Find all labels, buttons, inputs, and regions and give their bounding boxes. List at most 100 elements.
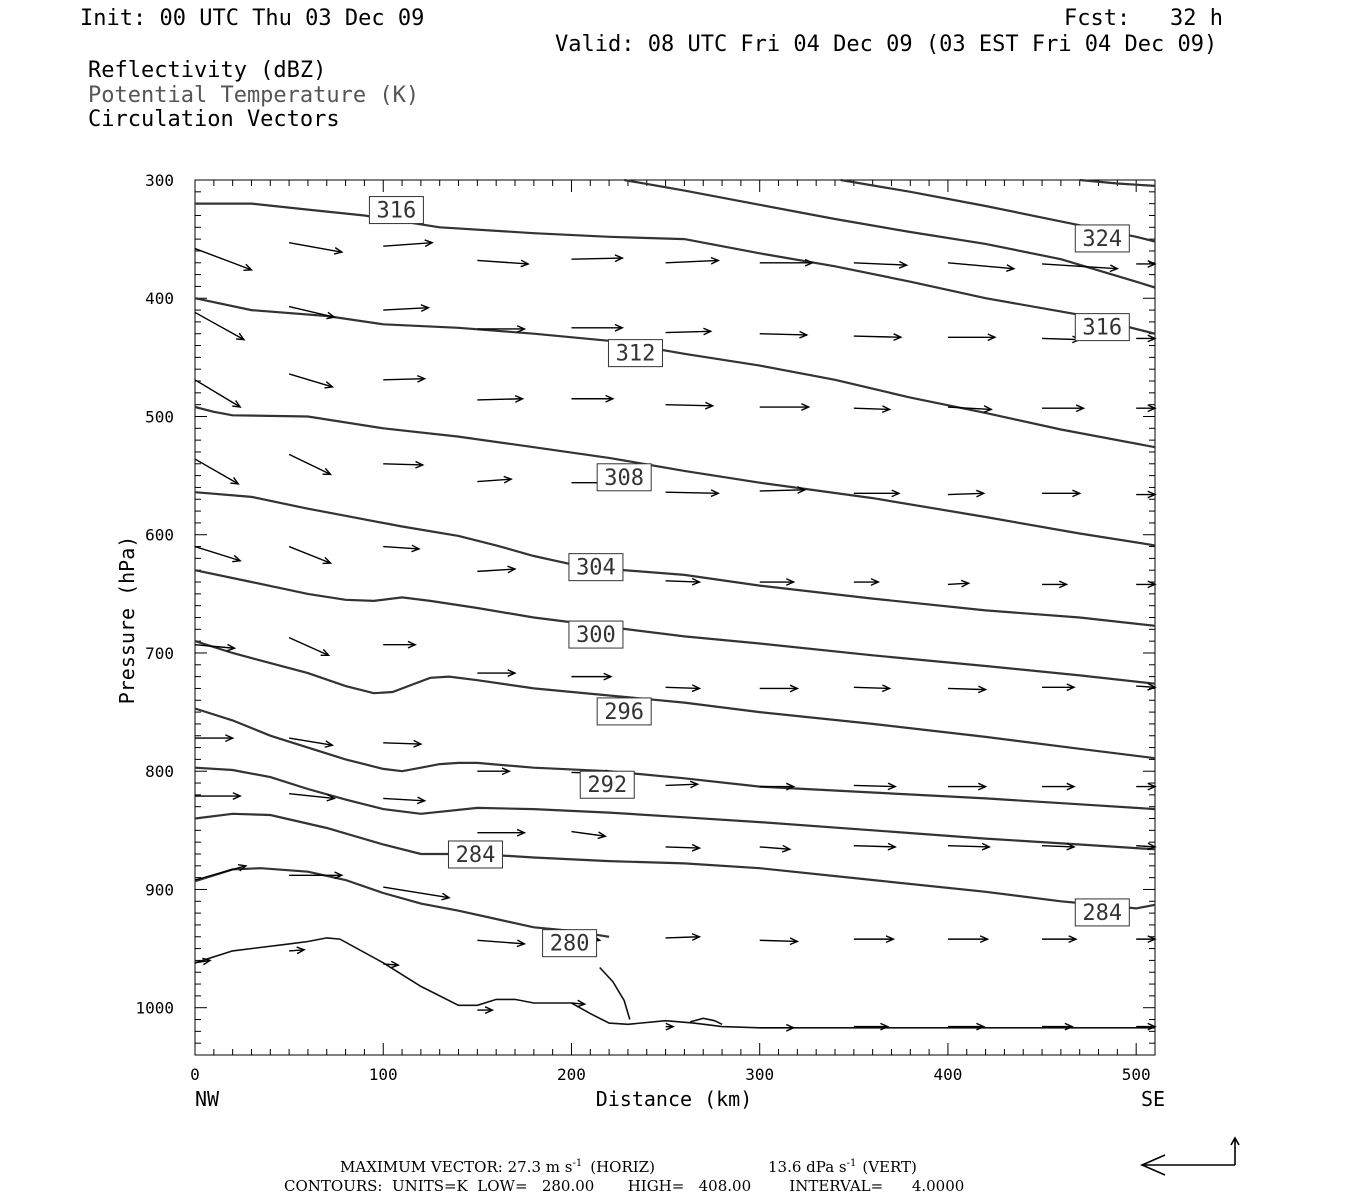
svg-text:296: 296 <box>604 700 644 725</box>
circulation-vector <box>1042 782 1076 791</box>
circulation-vector <box>1042 489 1082 498</box>
circulation-vector <box>383 960 401 969</box>
circulation-vector <box>477 325 527 333</box>
circulation-vector <box>1136 682 1157 691</box>
circulation-vector <box>665 327 713 336</box>
circulation-vector <box>383 886 451 901</box>
circulation-vector <box>1042 580 1069 589</box>
circulation-vector <box>195 792 242 800</box>
circulation-vector <box>1042 404 1086 413</box>
circulation-vector <box>194 863 248 881</box>
circulation-vector <box>477 565 517 574</box>
circulation-vector <box>759 403 811 411</box>
contour-label: 312 <box>607 339 663 368</box>
circulation-vector <box>1042 263 1120 273</box>
svg-text:280: 280 <box>550 932 590 957</box>
circulation-vector <box>853 405 892 414</box>
x-tick-label: 300 <box>745 1065 774 1084</box>
circulation-vector <box>1042 1022 1074 1031</box>
circulation-vector <box>1042 335 1082 344</box>
contour-label: 284 <box>1074 898 1130 927</box>
circulation-vector <box>665 489 721 498</box>
contour-label: 308 <box>596 463 652 492</box>
theta-contour-284 <box>194 867 610 938</box>
x-tick-label: 400 <box>933 1065 962 1084</box>
max-vector-label: MAXIMUM VECTOR: 27.3 m s-1 (HORIZ) <box>340 1158 655 1176</box>
circulation-vector <box>194 957 212 966</box>
svg-text:300: 300 <box>576 623 616 648</box>
theta-contour-304 <box>194 569 1156 685</box>
circulation-vector <box>477 259 530 268</box>
circulation-vector <box>289 946 306 955</box>
svg-text:292: 292 <box>587 773 627 798</box>
circulation-vector <box>383 374 427 383</box>
circulation-vector <box>947 405 993 413</box>
valid-time-label: Valid: 08 UTC Fri 04 Dec 09 (03 EST Fri … <box>555 32 1217 57</box>
contour-label: 284 <box>447 840 503 869</box>
circulation-vector <box>477 939 527 948</box>
x-end-label-right: SE <box>1141 1087 1165 1111</box>
theta-contour-312 <box>194 405 1156 547</box>
circulation-vector <box>853 333 903 341</box>
svg-text:284: 284 <box>1082 901 1122 926</box>
circulation-vector <box>853 684 892 693</box>
circulation-vector <box>665 1022 675 1031</box>
x-tick-label: 500 <box>1122 1065 1151 1084</box>
circulation-vector <box>759 684 800 693</box>
circulation-vector <box>1136 935 1157 944</box>
circulation-vector <box>194 545 242 563</box>
circulation-vector <box>288 545 333 565</box>
circulation-vector <box>383 739 423 748</box>
theta-contour-316 <box>194 297 1156 449</box>
x-axis-title: Distance (km) <box>596 1087 753 1111</box>
circulation-vector <box>383 460 425 469</box>
circulation-vector <box>194 458 240 485</box>
plot-frame <box>194 179 1156 1056</box>
circulation-vector <box>1042 842 1076 851</box>
circulation-vector <box>665 843 702 852</box>
contour-labels: 316 324 316 312 308 304 300 296 292 284 284 280 <box>368 196 1130 958</box>
minor-ticks <box>194 179 1156 1056</box>
circulation-vector <box>289 792 337 802</box>
circulation-vector <box>759 1023 796 1032</box>
circulation-vector <box>759 486 807 494</box>
svg-text:324: 324 <box>1082 227 1122 252</box>
potential-temperature-contours <box>194 178 1156 1029</box>
circulation-vector <box>759 937 800 946</box>
circulation-vector <box>665 401 715 410</box>
circulation-vector <box>477 669 517 677</box>
circulation-vector <box>383 304 431 312</box>
circulation-vector <box>759 844 792 853</box>
circulation-vector <box>1042 683 1076 692</box>
circulation-vector <box>947 333 997 342</box>
circulation-vector <box>288 241 344 255</box>
svg-text:308: 308 <box>604 466 644 491</box>
circulation-vector <box>1136 580 1157 589</box>
circulation-vector <box>665 256 721 265</box>
theta-contour-320 <box>195 202 1156 335</box>
contour-label: 324 <box>1074 224 1130 253</box>
circulation-vector <box>853 842 897 851</box>
circulation-vector <box>288 636 331 657</box>
init-time-label: Init: 00 UTC Thu 03 Dec 09 <box>80 6 424 31</box>
circulation-vector <box>853 935 896 944</box>
legend-potential-temperature: Potential Temperature (K) <box>88 83 419 108</box>
reference-vector-icon <box>1139 1136 1240 1176</box>
legend-circulation-vectors: Circulation Vectors <box>88 107 340 132</box>
theta-contour-280 <box>599 966 631 1020</box>
y-axis-title: Pressure (hPa) <box>115 536 139 705</box>
circulation-vector <box>853 782 897 791</box>
y-tick-label: 700 <box>145 644 174 663</box>
svg-text:304: 304 <box>576 556 616 581</box>
circulation-vector <box>571 394 615 403</box>
x-tick-label: 100 <box>369 1065 398 1084</box>
theta-contour-332 <box>1079 178 1156 187</box>
theta-contour-280 <box>689 1017 723 1026</box>
circulation-vector <box>1136 842 1157 851</box>
circulation-vector <box>383 239 434 248</box>
circulation-vectors <box>194 239 1157 1032</box>
contour-info-label: CONTOURS: UNITS=K LOW= 280.00 HIGH= 408.… <box>284 1177 964 1195</box>
circulation-vector <box>947 782 988 791</box>
svg-text:316: 316 <box>1082 316 1122 341</box>
svg-text:312: 312 <box>616 342 656 367</box>
